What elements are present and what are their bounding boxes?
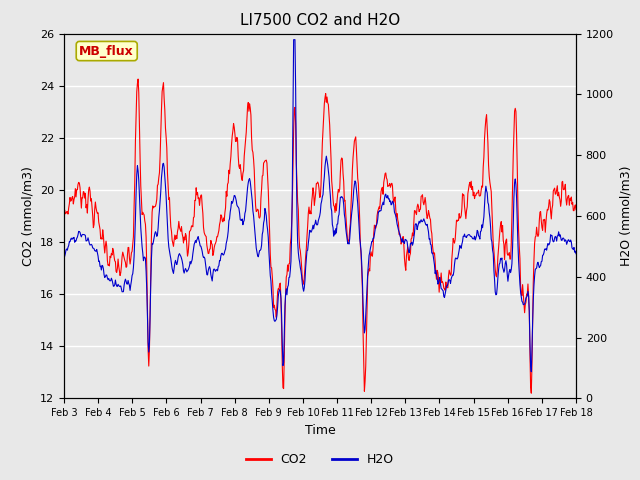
CO2 [373,213,381,218]
H2O [402,237,410,243]
CO2 [260,160,268,166]
CO2 [134,76,142,82]
CO2 [60,209,68,215]
Line: H2O: H2O [64,40,576,372]
H2O [259,228,267,234]
Text: MB_flux: MB_flux [79,45,134,58]
CO2 [402,267,410,273]
CO2 [572,207,580,213]
CO2 [120,255,128,261]
H2O [214,264,222,269]
CO2 [241,153,248,159]
H2O [240,219,248,225]
Y-axis label: H2O (mmol/m3): H2O (mmol/m3) [620,166,632,266]
Y-axis label: CO2 (mmol/m3): CO2 (mmol/m3) [22,166,35,266]
Legend: CO2, H2O: CO2, H2O [241,448,399,471]
H2O [60,255,68,261]
Title: LI7500 CO2 and H2O: LI7500 CO2 and H2O [240,13,400,28]
CO2 [215,228,223,233]
H2O [120,283,128,288]
X-axis label: Time: Time [305,424,335,437]
H2O [290,37,298,43]
CO2 [527,390,535,396]
H2O [527,369,535,374]
H2O [572,251,580,256]
Line: CO2: CO2 [64,79,576,393]
H2O [373,220,381,226]
